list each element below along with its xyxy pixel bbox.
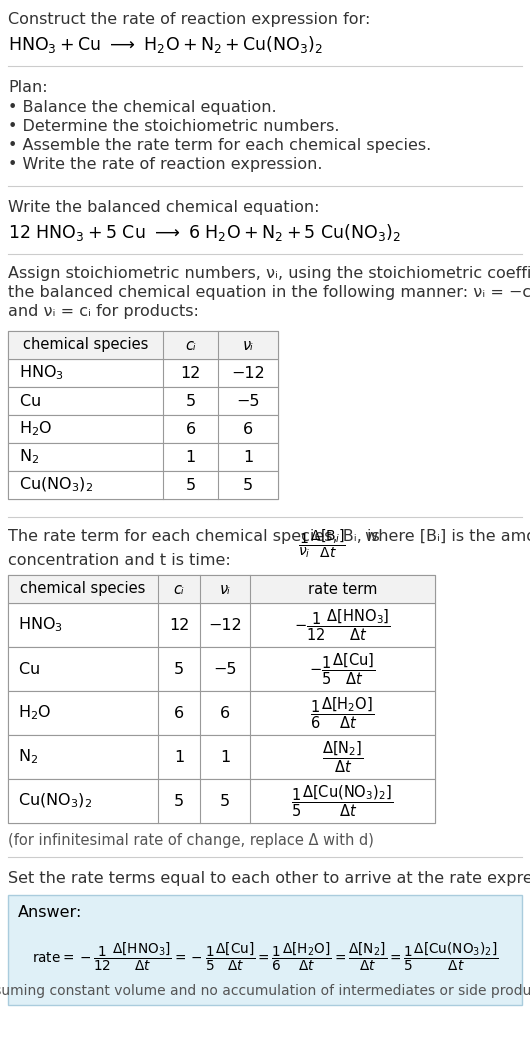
- Text: $\mathregular{HNO_3}$: $\mathregular{HNO_3}$: [19, 364, 64, 383]
- Text: −12: −12: [208, 617, 242, 633]
- Text: The rate term for each chemical species, Bᵢ, is: The rate term for each chemical species,…: [8, 529, 385, 544]
- Text: • Balance the chemical equation.: • Balance the chemical equation.: [8, 100, 277, 115]
- Text: 12: 12: [180, 365, 201, 381]
- Text: Assign stoichiometric numbers, νᵢ, using the stoichiometric coefficients, cᵢ, fr: Assign stoichiometric numbers, νᵢ, using…: [8, 266, 530, 281]
- Text: 1: 1: [243, 450, 253, 464]
- Text: concentration and t is time:: concentration and t is time:: [8, 553, 231, 568]
- Bar: [8, 359, 278, 387]
- Bar: [8, 331, 278, 499]
- Text: $\dfrac{\Delta[\mathrm{N_2}]}{\Delta t}$: $\dfrac{\Delta[\mathrm{N_2}]}{\Delta t}$: [322, 740, 363, 775]
- Text: $\mathregular{Cu(NO_3)_2}$: $\mathregular{Cu(NO_3)_2}$: [19, 476, 93, 494]
- Text: cᵢ: cᵢ: [174, 582, 184, 596]
- Text: −5: −5: [213, 661, 237, 677]
- Text: $\mathregular{N_2}$: $\mathregular{N_2}$: [19, 448, 39, 467]
- Bar: [8, 575, 435, 823]
- Text: Answer:: Answer:: [18, 905, 82, 920]
- Text: and νᵢ = cᵢ for products:: and νᵢ = cᵢ for products:: [8, 304, 199, 319]
- Text: $\mathregular{12\ HNO_3 + 5\ Cu\ \longrightarrow\ 6\ H_2O + N_2 + 5\ Cu(NO_3)_2}: $\mathregular{12\ HNO_3 + 5\ Cu\ \longri…: [8, 222, 401, 243]
- Text: cᵢ: cᵢ: [185, 338, 196, 353]
- Text: 5: 5: [186, 478, 196, 493]
- Text: 5: 5: [174, 794, 184, 809]
- Text: 5: 5: [243, 478, 253, 493]
- Text: Construct the rate of reaction expression for:: Construct the rate of reaction expressio…: [8, 12, 370, 27]
- Text: $\mathregular{N_2}$: $\mathregular{N_2}$: [19, 748, 39, 767]
- Text: νᵢ: νᵢ: [219, 582, 231, 596]
- Text: $\dfrac{1}{5}\dfrac{\Delta[\mathrm{Cu(NO_3)_2}]}{\Delta t}$: $\dfrac{1}{5}\dfrac{\Delta[\mathrm{Cu(NO…: [292, 783, 394, 819]
- Bar: [8, 387, 278, 415]
- Text: $\dfrac{1}{6}\dfrac{\Delta[\mathrm{H_2O}]}{\Delta t}$: $\dfrac{1}{6}\dfrac{\Delta[\mathrm{H_2O}…: [311, 696, 375, 731]
- Text: • Determine the stoichiometric numbers.: • Determine the stoichiometric numbers.: [8, 119, 340, 134]
- Bar: [8, 444, 278, 471]
- Text: (for infinitesimal rate of change, replace Δ with d): (for infinitesimal rate of change, repla…: [8, 833, 374, 848]
- Text: Write the balanced chemical equation:: Write the balanced chemical equation:: [8, 200, 320, 215]
- Text: $\mathregular{HNO_3 + Cu\ \longrightarrow\ H_2O + N_2 + Cu(NO_3)_2}$: $\mathregular{HNO_3 + Cu\ \longrightarro…: [8, 35, 323, 55]
- Text: −12: −12: [231, 365, 265, 381]
- Bar: [8, 471, 278, 499]
- Text: (assuming constant volume and no accumulation of intermediates or side products): (assuming constant volume and no accumul…: [0, 984, 530, 998]
- Bar: [8, 415, 278, 444]
- Text: rate term: rate term: [308, 582, 377, 596]
- Text: 6: 6: [174, 705, 184, 721]
- Text: chemical species: chemical species: [20, 582, 146, 596]
- Text: 5: 5: [174, 661, 184, 677]
- Bar: [8, 735, 435, 779]
- Bar: [8, 602, 435, 647]
- Bar: [8, 779, 435, 823]
- Text: $\mathrm{rate} = -\dfrac{1}{12}\dfrac{\Delta[\mathrm{HNO_3}]}{\Delta t} = -\dfra: $\mathrm{rate} = -\dfrac{1}{12}\dfrac{\D…: [32, 940, 498, 973]
- Text: 5: 5: [220, 794, 230, 809]
- Text: 12: 12: [169, 617, 189, 633]
- Text: $\mathregular{Cu}$: $\mathregular{Cu}$: [19, 661, 40, 677]
- Bar: [8, 575, 435, 602]
- Bar: [8, 895, 522, 1005]
- Text: νᵢ: νᵢ: [243, 338, 253, 353]
- Text: Plan:: Plan:: [8, 79, 48, 95]
- Text: $\mathregular{Cu}$: $\mathregular{Cu}$: [19, 393, 41, 409]
- Text: 6: 6: [220, 705, 230, 721]
- Text: $-\dfrac{1}{5}\dfrac{\Delta[\mathrm{Cu}]}{\Delta t}$: $-\dfrac{1}{5}\dfrac{\Delta[\mathrm{Cu}]…: [310, 652, 376, 687]
- Bar: [8, 691, 435, 735]
- Text: −5: −5: [236, 393, 260, 409]
- Text: the balanced chemical equation in the following manner: νᵢ = −cᵢ for reactants: the balanced chemical equation in the fo…: [8, 285, 530, 300]
- Text: $\mathregular{Cu(NO_3)_2}$: $\mathregular{Cu(NO_3)_2}$: [19, 792, 93, 811]
- Text: chemical species: chemical species: [23, 338, 148, 353]
- Text: 1: 1: [174, 750, 184, 765]
- Text: $\mathregular{H_2O}$: $\mathregular{H_2O}$: [19, 704, 52, 723]
- Bar: [8, 647, 435, 691]
- Text: 1: 1: [220, 750, 230, 765]
- Text: 6: 6: [243, 422, 253, 436]
- Text: 5: 5: [186, 393, 196, 409]
- Text: $\mathregular{H_2O}$: $\mathregular{H_2O}$: [19, 419, 52, 438]
- Text: 1: 1: [186, 450, 196, 464]
- Text: • Write the rate of reaction expression.: • Write the rate of reaction expression.: [8, 157, 322, 172]
- Text: where [Bᵢ] is the amount: where [Bᵢ] is the amount: [360, 529, 530, 544]
- Text: • Assemble the rate term for each chemical species.: • Assemble the rate term for each chemic…: [8, 138, 431, 153]
- Bar: [8, 331, 278, 359]
- Text: $\dfrac{1}{\nu_i}\dfrac{\Delta[\mathrm{B}_i]}{\Delta t}$: $\dfrac{1}{\nu_i}\dfrac{\Delta[\mathrm{B…: [298, 527, 346, 560]
- Text: $\mathregular{HNO_3}$: $\mathregular{HNO_3}$: [19, 616, 64, 634]
- Text: $-\dfrac{1}{12}\dfrac{\Delta[\mathrm{HNO_3}]}{\Delta t}$: $-\dfrac{1}{12}\dfrac{\Delta[\mathrm{HNO…: [294, 608, 391, 643]
- Text: Set the rate terms equal to each other to arrive at the rate expression:: Set the rate terms equal to each other t…: [8, 871, 530, 886]
- Text: 6: 6: [186, 422, 196, 436]
